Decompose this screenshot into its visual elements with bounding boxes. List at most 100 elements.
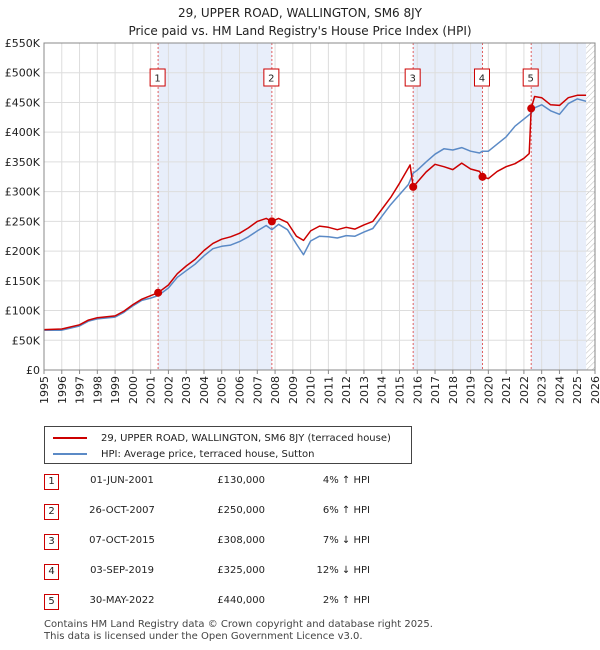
sale-point-5 [527, 104, 536, 113]
y-tick-label-6: £300K [5, 186, 41, 199]
y-tick-label-7: £350K [5, 156, 41, 169]
sale-number: 3 [44, 534, 59, 550]
sale-hpi-change: 7% ↓ HPI [322, 535, 370, 546]
x-tick-label-2019: 2019 [465, 376, 478, 404]
x-tick-label-2008: 2008 [269, 376, 282, 404]
x-tick-label-2025: 2025 [571, 376, 584, 404]
x-tick-label-2026: 2026 [589, 376, 600, 404]
legend-label-property: 29, UPPER ROAD, WALLINGTON, SM6 8JY (ter… [101, 432, 391, 444]
sale-point-3 [409, 182, 418, 191]
x-tick-label-1995: 1995 [38, 376, 51, 404]
sale-flag-label-2: 2 [268, 74, 274, 85]
sale-date: 03-SEP-2019 [90, 565, 154, 576]
sale-price: £250,000 [217, 505, 265, 516]
shaded-span-2 [413, 43, 483, 370]
x-tick-label-2004: 2004 [198, 376, 211, 404]
x-tick-label-2013: 2013 [358, 376, 371, 404]
x-tick-label-2011: 2011 [322, 376, 335, 404]
x-tick-label-2018: 2018 [447, 376, 460, 404]
sale-price: £130,000 [217, 475, 265, 486]
sale-date: 01-JUN-2001 [90, 475, 154, 486]
sale-number: 4 [44, 564, 59, 580]
chart-title: 29, UPPER ROAD, WALLINGTON, SM6 8JY [177, 6, 423, 20]
sale-flag-label-4: 4 [479, 74, 485, 85]
sale-point-2 [267, 217, 276, 226]
x-tick-label-2014: 2014 [376, 376, 389, 404]
footer: Contains HM Land Registry data © Crown c… [44, 619, 433, 643]
sale-row-4: 4 03-SEP-2019 £325,000 12% ↓ HPI [0, 562, 600, 582]
sale-hpi-change: 6% ↑ HPI [322, 505, 370, 516]
legend-swatch-hpi [53, 453, 87, 455]
shaded-span-3 [531, 43, 587, 370]
chart-subtitle: Price paid vs. HM Land Registry's House … [128, 24, 472, 38]
sale-row-1: 1 01-JUN-2001 £130,000 4% ↑ HPI [0, 472, 600, 492]
footer-copyright: Contains HM Land Registry data © Crown c… [44, 619, 433, 630]
chart-legend: 29, UPPER ROAD, WALLINGTON, SM6 8JY (ter… [44, 426, 412, 464]
sale-number: 1 [44, 474, 59, 490]
x-tick-label-2005: 2005 [216, 376, 229, 404]
x-tick-label-2007: 2007 [251, 376, 264, 404]
sale-hpi-change: 4% ↑ HPI [322, 475, 370, 486]
forecast-hatch [586, 43, 595, 370]
plot-frame [43, 42, 596, 371]
x-tick-label-2003: 2003 [180, 376, 193, 404]
sale-flag-box-4 [473, 68, 490, 87]
y-tick-label-3: £150K [5, 275, 41, 288]
sale-flag-label-5: 5 [528, 74, 534, 85]
sale-date: 30-MAY-2022 [89, 595, 155, 606]
x-tick-label-1996: 1996 [56, 376, 69, 404]
sale-number: 2 [44, 504, 59, 520]
x-tick-label-2023: 2023 [536, 376, 549, 404]
x-tick-label-1998: 1998 [91, 376, 104, 404]
x-tick-label-1997: 1997 [74, 376, 87, 404]
sale-price: £440,000 [217, 595, 265, 606]
sale-price: £325,000 [217, 565, 265, 576]
legend-entry-property: 29, UPPER ROAD, WALLINGTON, SM6 8JY (ter… [53, 430, 391, 446]
chart-title-block: 29, UPPER ROAD, WALLINGTON, SM6 8JY Pric… [0, 4, 600, 40]
x-tick-label-2017: 2017 [429, 376, 442, 404]
sale-flag-box-3 [404, 68, 421, 87]
sale-flag-label-3: 3 [409, 74, 415, 85]
sale-hpi-change: 2% ↑ HPI [322, 595, 370, 606]
x-tick-label-2010: 2010 [305, 376, 318, 404]
legend-entry-hpi: HPI: Average price, terraced house, Sutt… [53, 446, 314, 462]
sale-date: 07-OCT-2015 [89, 535, 155, 546]
y-tick-label-8: £400K [5, 126, 41, 139]
series-line-property [43, 94, 587, 331]
y-tick-label-10: £500K [5, 67, 41, 80]
sale-point-4 [478, 172, 487, 181]
sale-flag-box-2 [263, 68, 280, 87]
sale-hpi-change: 12% ↓ HPI [316, 565, 370, 576]
x-tick-label-2006: 2006 [234, 376, 247, 404]
x-tick-label-2022: 2022 [518, 376, 531, 404]
x-tick-label-2012: 2012 [340, 376, 353, 404]
price-chart: 1 2 3 4 5 £0 £50K £100K £150K £200K £250K £300K £35… [5, 37, 600, 404]
sale-row-3: 3 07-OCT-2015 £308,000 7% ↓ HPI [0, 532, 600, 552]
y-tick-label-4: £200K [5, 245, 41, 258]
sale-flag-box-5 [522, 68, 539, 87]
x-tick-label-2015: 2015 [393, 376, 406, 404]
y-tick-label-2: £100K [5, 305, 41, 318]
y-tick-label-5: £250K [5, 215, 41, 228]
x-tick-label-2016: 2016 [411, 376, 424, 404]
legend-label-hpi: HPI: Average price, terraced house, Sutt… [101, 448, 315, 460]
x-tick-label-2024: 2024 [553, 376, 566, 404]
y-tick-label-9: £450K [5, 96, 41, 109]
shaded-span-1 [158, 43, 272, 370]
sale-flag-label-1: 1 [154, 74, 160, 85]
y-tick-label-0: £0 [26, 364, 40, 377]
sale-row-2: 2 26-OCT-2007 £250,000 6% ↑ HPI [0, 502, 600, 522]
sale-number: 5 [44, 594, 59, 610]
sale-date: 26-OCT-2007 [89, 505, 155, 516]
footer-license: This data is licensed under the Open Gov… [44, 631, 363, 642]
x-tick-label-2009: 2009 [287, 376, 300, 404]
x-tick-label-2002: 2002 [162, 376, 175, 404]
x-tick-label-2001: 2001 [145, 376, 158, 404]
sale-flag-box-1 [149, 68, 166, 87]
y-tick-label-11: £550K [5, 37, 41, 50]
sale-price: £308,000 [217, 535, 265, 546]
x-tick-label-2021: 2021 [500, 376, 513, 404]
x-tick-label-1999: 1999 [109, 376, 122, 404]
x-tick-label-2020: 2020 [482, 376, 495, 404]
x-tick-label-2000: 2000 [127, 376, 140, 404]
